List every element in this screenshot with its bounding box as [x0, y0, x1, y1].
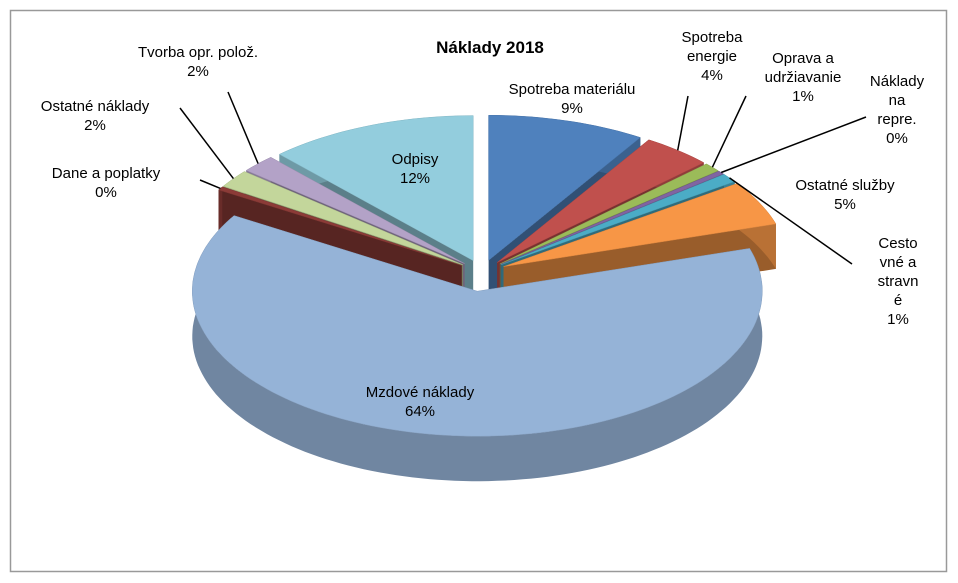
- chart-title: Náklady 2018: [436, 38, 544, 57]
- label-name: Mzdové náklady: [365, 384, 475, 401]
- slice-group: [192, 215, 763, 482]
- label-name: Náklady na repre.: [869, 73, 925, 128]
- label-name: Ostatné náklady: [40, 98, 150, 115]
- data-label: Spotreba energie 4%: [672, 28, 752, 85]
- data-label: Odpisy 12%: [355, 150, 475, 188]
- data-label: Ostatné náklady 2%: [5, 97, 185, 135]
- label-name: Tvorba opr. polož.: [137, 44, 259, 61]
- label-value: 4%: [701, 67, 723, 84]
- label-name: Dane a poplatky: [51, 165, 161, 182]
- label-value: 64%: [404, 403, 436, 420]
- leader-line: [227, 91, 259, 164]
- label-value: 1%: [887, 311, 909, 328]
- data-label: Cestovné a stravné 1%: [875, 234, 921, 329]
- label-name: Cestovné a stravné: [877, 235, 919, 309]
- slice: [245, 157, 465, 264]
- label-value: 5%: [834, 196, 856, 213]
- leader-line: [676, 95, 689, 151]
- data-label: Spotreba materiálu 9%: [467, 80, 677, 118]
- leader-line: [711, 95, 747, 168]
- label-name: Spotreba energie: [681, 29, 743, 65]
- slice: [222, 171, 463, 265]
- leader-line: [729, 177, 853, 265]
- leader-line: [199, 179, 221, 190]
- slice-side: [218, 186, 223, 235]
- data-label: Dane a poplatky 0%: [16, 164, 196, 202]
- label-name: Spotreba materiálu: [508, 81, 636, 98]
- label-name: Oprava a udržiavanie: [764, 50, 842, 86]
- slice: [499, 163, 719, 265]
- data-label: Mzdové náklady 64%: [320, 383, 520, 421]
- data-label: Oprava a udržiavanie 1%: [748, 49, 858, 106]
- label-value: 2%: [84, 117, 106, 134]
- data-label: Náklady na repre. 0%: [867, 72, 927, 148]
- slice: [497, 139, 705, 263]
- data-label: Ostatné služby 5%: [770, 176, 920, 214]
- label-value: 12%: [399, 170, 431, 187]
- label-name: Odpisy: [391, 151, 439, 168]
- leader-line: [720, 116, 867, 174]
- slice: [278, 115, 474, 262]
- data-label: Tvorba opr. polož. 2%: [98, 43, 298, 81]
- slice: [192, 215, 763, 437]
- label-value: 0%: [95, 184, 117, 201]
- label-value: 1%: [792, 88, 814, 105]
- label-value: 0%: [886, 130, 908, 147]
- label-value: 2%: [187, 63, 209, 80]
- label-name: Ostatné služby: [795, 177, 895, 194]
- slice: [488, 115, 641, 261]
- slice: [501, 174, 736, 265]
- leader-line: [179, 107, 234, 180]
- label-value: 9%: [561, 100, 583, 117]
